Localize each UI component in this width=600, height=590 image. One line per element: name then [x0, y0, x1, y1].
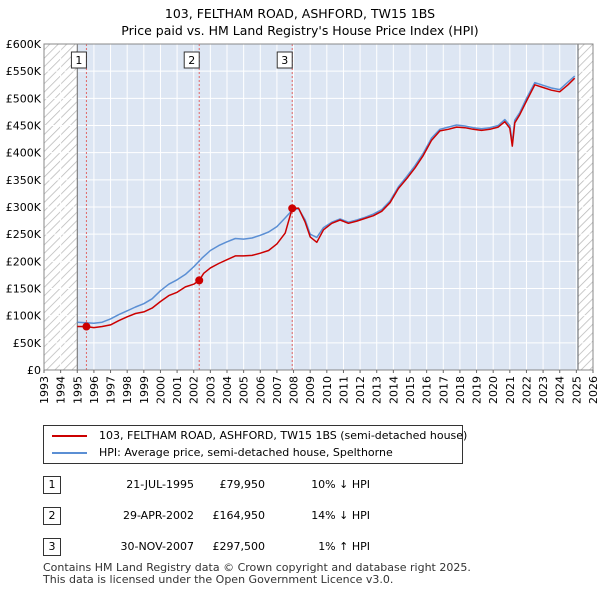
x-tick-label: 2000: [154, 376, 167, 404]
y-tick-label: £350K: [6, 174, 42, 187]
x-tick-label: 2001: [171, 376, 184, 404]
x-tick-label: 2023: [537, 376, 550, 404]
x-tick-label: 2017: [437, 376, 450, 404]
legend-item-property: 103, FELTHAM ROAD, ASHFORD, TW15 1BS (se…: [44, 427, 467, 445]
x-tick-label: 1993: [38, 376, 51, 404]
sale-label: 2: [188, 54, 195, 67]
series-line-hpi: [77, 75, 576, 325]
sale-point: [82, 322, 91, 331]
x-tick-label: 1995: [71, 376, 84, 404]
legend-label-property: 103, FELTHAM ROAD, ASHFORD, TW15 1BS (se…: [99, 429, 468, 442]
sale-label: 1: [75, 54, 82, 67]
x-tick-label: 2025: [570, 376, 583, 404]
x-tick-label: 1994: [55, 376, 68, 404]
transaction-price: £164,950: [212, 509, 266, 522]
legend-label-hpi: HPI: Average price, semi-detached house,…: [99, 446, 393, 459]
sale-label: 3: [281, 54, 288, 67]
x-tick-label: 2024: [554, 376, 567, 404]
x-tick-label: 2011: [337, 376, 350, 404]
plot-border: [43, 43, 594, 371]
x-tick-label: 2020: [487, 376, 500, 404]
x-tick-label: 2010: [321, 376, 334, 404]
transaction-row: 3 30-NOV-2007 £297,500 1% ↑ HPI: [0, 538, 600, 558]
transaction-date: 21-JUL-1995: [126, 478, 194, 491]
y-tick-label: £450K: [6, 120, 42, 133]
x-tick-label: 2003: [204, 376, 217, 404]
transaction-hpi-diff: 10% ↓ HPI: [311, 478, 370, 491]
sale-label-box: [276, 51, 293, 69]
legend-swatch-property: [52, 435, 87, 437]
chart-legend: 103, FELTHAM ROAD, ASHFORD, TW15 1BS (se…: [43, 425, 467, 464]
x-tick-label: 2016: [421, 376, 434, 404]
transaction-marker: 1: [43, 476, 61, 494]
transaction-row: 1 21-JUL-1995 £79,950 10% ↓ HPI: [0, 476, 600, 496]
x-tick-label: 2019: [471, 376, 484, 404]
y-tick-label: £550K: [6, 65, 42, 78]
x-tick-label: 2018: [454, 376, 467, 404]
x-tick-label: 2007: [271, 376, 284, 404]
legend-swatch-hpi: [52, 452, 87, 454]
transaction-marker: 2: [43, 507, 61, 525]
transaction-marker: 3: [43, 538, 61, 556]
sale-point: [195, 276, 204, 285]
x-tick-label: 2009: [304, 376, 317, 404]
transaction-date: 30-NOV-2007: [120, 540, 194, 553]
transaction-price: £297,500: [212, 540, 266, 553]
x-tick-label: 1999: [138, 376, 151, 404]
legend-item-hpi: HPI: Average price, semi-detached house,…: [44, 444, 462, 462]
sale-point: [288, 204, 297, 213]
x-tick-label: 2013: [371, 376, 384, 404]
transaction-price: £79,950: [219, 478, 266, 491]
x-tick-label: 2015: [404, 376, 417, 404]
x-tick-label: 1997: [105, 376, 118, 404]
y-tick-label: £0: [27, 364, 41, 377]
transaction-hpi-diff: 14% ↓ HPI: [311, 509, 370, 522]
x-tick-label: 1996: [88, 376, 101, 404]
x-tick-label: 2004: [221, 376, 234, 404]
x-tick-label: 2014: [387, 376, 400, 404]
x-tick-label: 2021: [504, 376, 517, 404]
x-tick-label: 2002: [188, 376, 201, 404]
footer-copyright: Contains HM Land Registry data © Crown c…: [43, 561, 471, 574]
y-tick-label: £50K: [13, 337, 42, 350]
chart-subtitle: Price paid vs. HM Land Registry's House …: [121, 23, 479, 38]
x-tick-label: 2006: [254, 376, 267, 404]
y-tick-label: £600K: [6, 38, 42, 51]
chart-title: 103, FELTHAM ROAD, ASHFORD, TW15 1BS: [164, 6, 436, 21]
transaction-date: 29-APR-2002: [122, 509, 194, 522]
x-tick-label: 2022: [520, 376, 533, 404]
x-tick-label: 2026: [587, 376, 600, 404]
y-tick-label: £200K: [6, 255, 42, 268]
series-line-property: [77, 77, 576, 329]
y-tick-label: £400K: [6, 147, 42, 160]
y-tick-label: £300K: [6, 201, 42, 214]
x-tick-label: 1998: [121, 376, 134, 404]
transaction-row: 2 29-APR-2002 £164,950 14% ↓ HPI: [0, 507, 600, 527]
y-tick-label: £500K: [6, 92, 42, 105]
sale-label-box: [183, 51, 200, 69]
transaction-hpi-diff: 1% ↑ HPI: [318, 540, 370, 553]
y-tick-label: £250K: [6, 228, 42, 241]
y-tick-label: £150K: [6, 283, 42, 296]
x-tick-label: 2005: [238, 376, 251, 404]
footer-license: This data is licensed under the Open Gov…: [43, 573, 394, 586]
chart-plot: 1 2 3 £0 £50K £100K £150K £200K £250K £300K £350K £…: [6, 38, 600, 404]
y-tick-label: £100K: [6, 310, 42, 323]
x-tick-label: 2008: [288, 376, 301, 404]
x-tick-label: 2012: [354, 376, 367, 404]
sale-label-box: [70, 51, 87, 69]
